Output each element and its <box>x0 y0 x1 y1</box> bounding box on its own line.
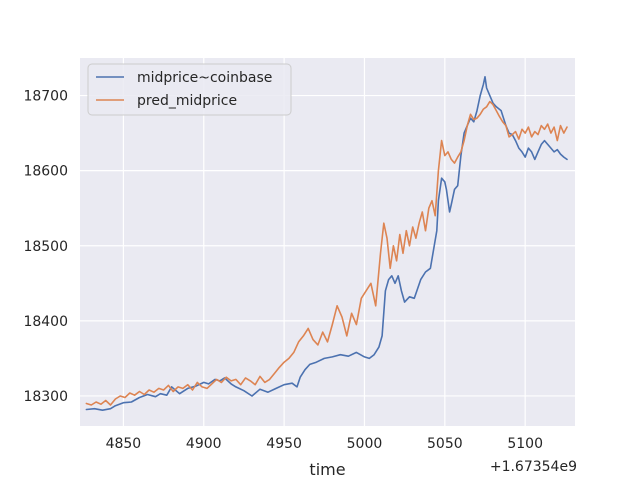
legend-box <box>87 63 292 116</box>
series-line-pred-midprice <box>85 100 568 406</box>
y-tick-label: 18500 <box>23 239 68 255</box>
y-tick-label: 18600 <box>23 164 68 180</box>
x-axis-label: time <box>309 460 345 479</box>
x-tick-label: 4850 <box>106 436 142 452</box>
x-tick-label: 5050 <box>427 436 463 452</box>
x-tick-label: 4900 <box>186 436 222 452</box>
axis-ticks: 4850 4900 4950 5000 5050 5100 18300 18400 18500 1… <box>23 89 543 452</box>
y-tick-label: 18300 <box>23 389 68 405</box>
series-line-midprice-coinbase <box>85 76 568 412</box>
x-axis-offset-label: +1.67354e9 <box>490 459 577 475</box>
x-tick-label: 5100 <box>507 436 543 452</box>
legend: midprice~coinbase pred_midprice <box>87 63 292 116</box>
x-tick-label: 5000 <box>347 436 383 452</box>
x-tick-label: 4950 <box>266 436 302 452</box>
legend-label-midprice-coinbase: midprice~coinbase <box>137 70 272 86</box>
series-lines <box>85 76 568 412</box>
y-tick-label: 18700 <box>23 89 68 105</box>
grid <box>80 58 575 426</box>
plot-area <box>80 58 575 426</box>
legend-label-pred-midprice: pred_midprice <box>137 93 237 109</box>
y-tick-label: 18400 <box>23 314 68 330</box>
